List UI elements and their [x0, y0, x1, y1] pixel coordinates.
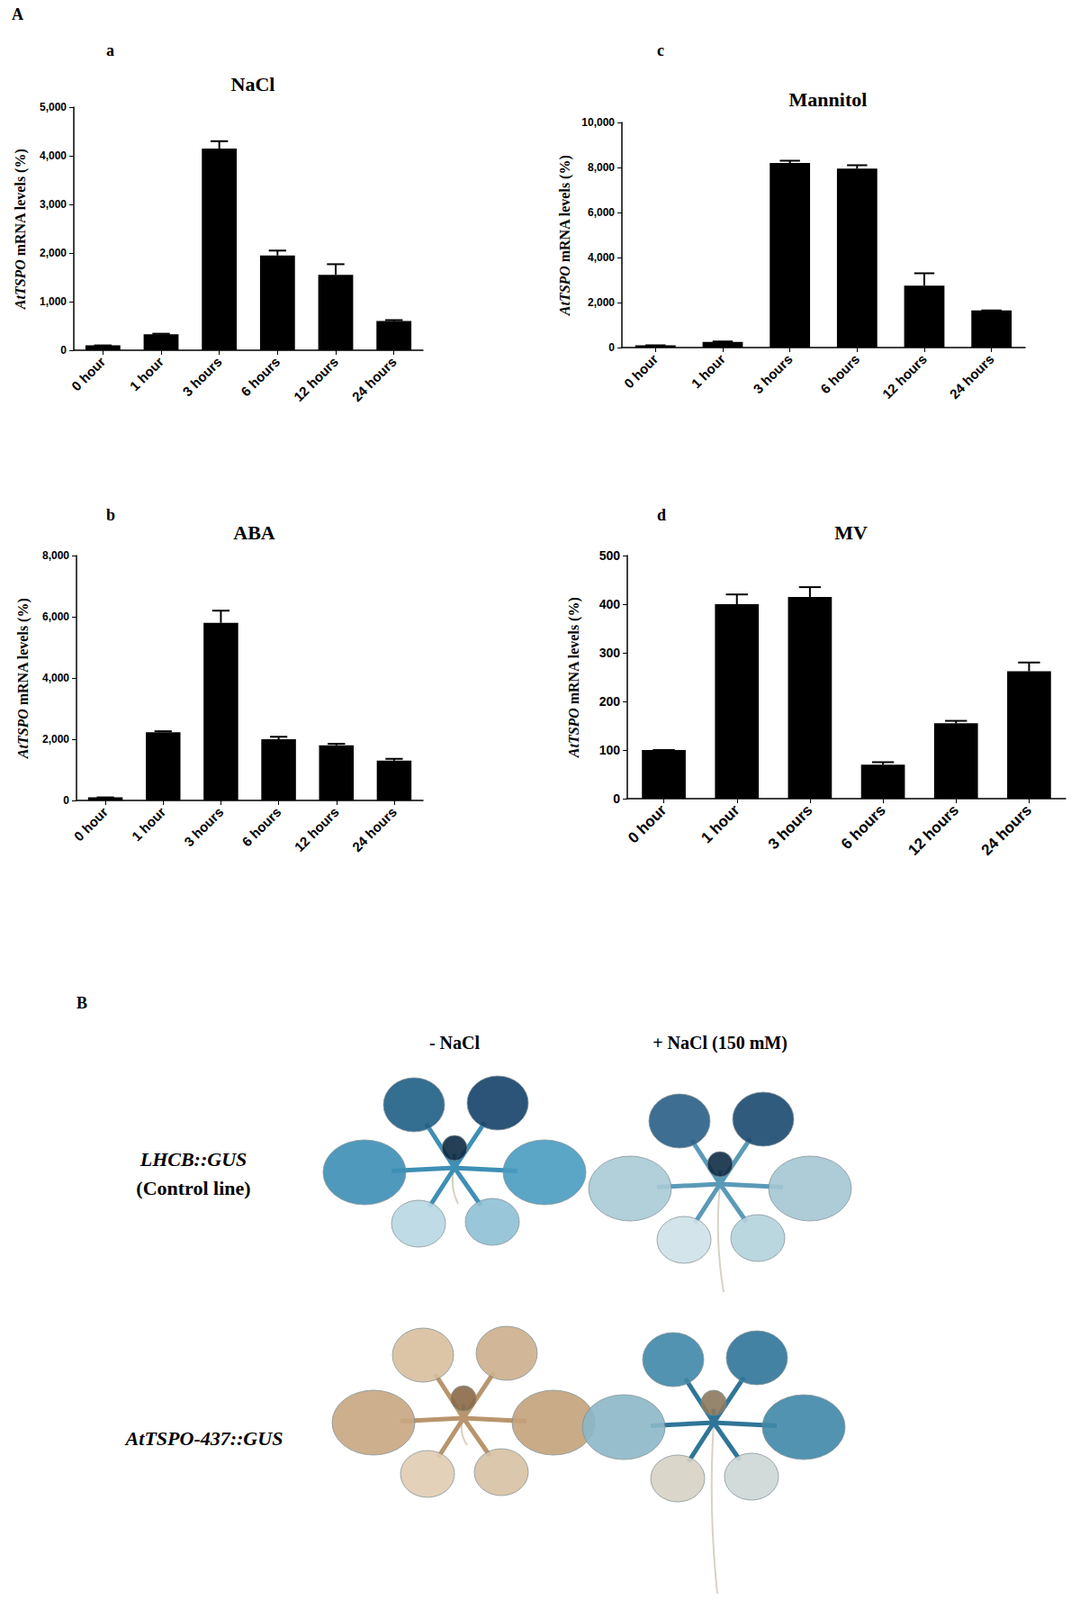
svg-text:1 hour: 1 hour: [126, 353, 168, 395]
svg-text:12 hours: 12 hours: [879, 351, 930, 402]
svg-text:100: 100: [599, 742, 621, 757]
svg-text:1 hour: 1 hour: [128, 803, 170, 845]
svg-text:1 hour: 1 hour: [688, 351, 729, 392]
svg-text:Mannitol: Mannitol: [789, 88, 868, 111]
svg-text:ABA: ABA: [233, 521, 276, 544]
svg-text:b: b: [106, 505, 116, 524]
svg-text:0: 0: [612, 791, 621, 806]
svg-text:0: 0: [60, 343, 67, 357]
svg-text:500: 500: [599, 548, 621, 563]
svg-text:+ NaCl (150 mM): + NaCl (150 mM): [652, 1032, 788, 1053]
svg-text:mRNA levels (%): mRNA levels (%): [566, 596, 583, 704]
svg-text:6 hours: 6 hours: [237, 353, 283, 399]
svg-text:B: B: [76, 993, 88, 1012]
svg-text:3 hours: 3 hours: [180, 803, 226, 849]
svg-text:d: d: [657, 505, 666, 524]
svg-text:3 hours: 3 hours: [179, 353, 225, 399]
svg-text:0: 0: [63, 793, 70, 807]
svg-text:24 hours: 24 hours: [978, 801, 1035, 858]
svg-text:AtTSPO: AtTSPO: [12, 259, 28, 311]
svg-text:4,000: 4,000: [39, 149, 67, 162]
svg-text:6 hours: 6 hours: [817, 351, 863, 396]
svg-text:24 hours: 24 hours: [348, 353, 399, 405]
svg-text:4,000: 4,000: [42, 671, 70, 684]
svg-text:NaCl: NaCl: [231, 72, 276, 96]
svg-text:MV: MV: [834, 521, 868, 544]
svg-text:0 hour: 0 hour: [71, 803, 112, 845]
svg-text:0 hour: 0 hour: [621, 351, 662, 392]
svg-text:(Control line): (Control line): [135, 1176, 251, 1199]
svg-text:LHCB::GUS: LHCB::GUS: [139, 1147, 248, 1170]
svg-text:mRNA levels (%): mRNA levels (%): [12, 148, 29, 256]
svg-text:2,000: 2,000: [587, 296, 615, 309]
svg-text:5,000: 5,000: [39, 100, 67, 114]
svg-text:300: 300: [599, 645, 621, 660]
svg-text:2,000: 2,000: [39, 246, 67, 260]
svg-text:12 hours: 12 hours: [291, 803, 342, 855]
svg-text:6,000: 6,000: [587, 206, 615, 219]
svg-text:24 hours: 24 hours: [349, 803, 400, 855]
svg-text:8,000: 8,000: [42, 549, 70, 562]
svg-text:3 hours: 3 hours: [749, 351, 795, 396]
svg-text:6 hours: 6 hours: [238, 803, 284, 849]
svg-text:AtTSPO: AtTSPO: [557, 265, 573, 317]
svg-text:6 hours: 6 hours: [837, 801, 890, 853]
svg-text:200: 200: [599, 693, 621, 709]
svg-text:400: 400: [599, 596, 621, 612]
svg-text:AtTSPO-437::GUS: AtTSPO-437::GUS: [124, 1426, 284, 1449]
svg-text:AtTSPO: AtTSPO: [15, 708, 31, 760]
svg-text:1 hour: 1 hour: [697, 801, 743, 846]
svg-text:3,000: 3,000: [39, 198, 67, 211]
svg-text:6,000: 6,000: [42, 610, 70, 623]
svg-text:12 hours: 12 hours: [290, 353, 342, 405]
svg-text:1,000: 1,000: [39, 295, 67, 308]
svg-text:A: A: [11, 5, 24, 24]
svg-text:0 hour: 0 hour: [68, 353, 109, 395]
svg-text:8,000: 8,000: [587, 161, 615, 174]
svg-text:mRNA levels (%): mRNA levels (%): [15, 597, 32, 705]
svg-text:10,000: 10,000: [581, 116, 615, 129]
svg-text:12 hours: 12 hours: [904, 801, 962, 858]
svg-text:2,000: 2,000: [42, 732, 70, 746]
svg-text:AtTSPO: AtTSPO: [566, 707, 582, 759]
svg-text:a: a: [106, 41, 115, 60]
svg-text:24 hours: 24 hours: [945, 351, 997, 402]
svg-text:0 hour: 0 hour: [624, 801, 670, 846]
svg-text:mRNA levels (%): mRNA levels (%): [557, 154, 574, 262]
svg-text:3 hours: 3 hours: [765, 801, 817, 853]
svg-text:0: 0: [608, 341, 615, 354]
svg-text:- NaCl: - NaCl: [429, 1032, 481, 1053]
svg-text:c: c: [657, 41, 665, 60]
svg-text:4,000: 4,000: [587, 251, 615, 264]
